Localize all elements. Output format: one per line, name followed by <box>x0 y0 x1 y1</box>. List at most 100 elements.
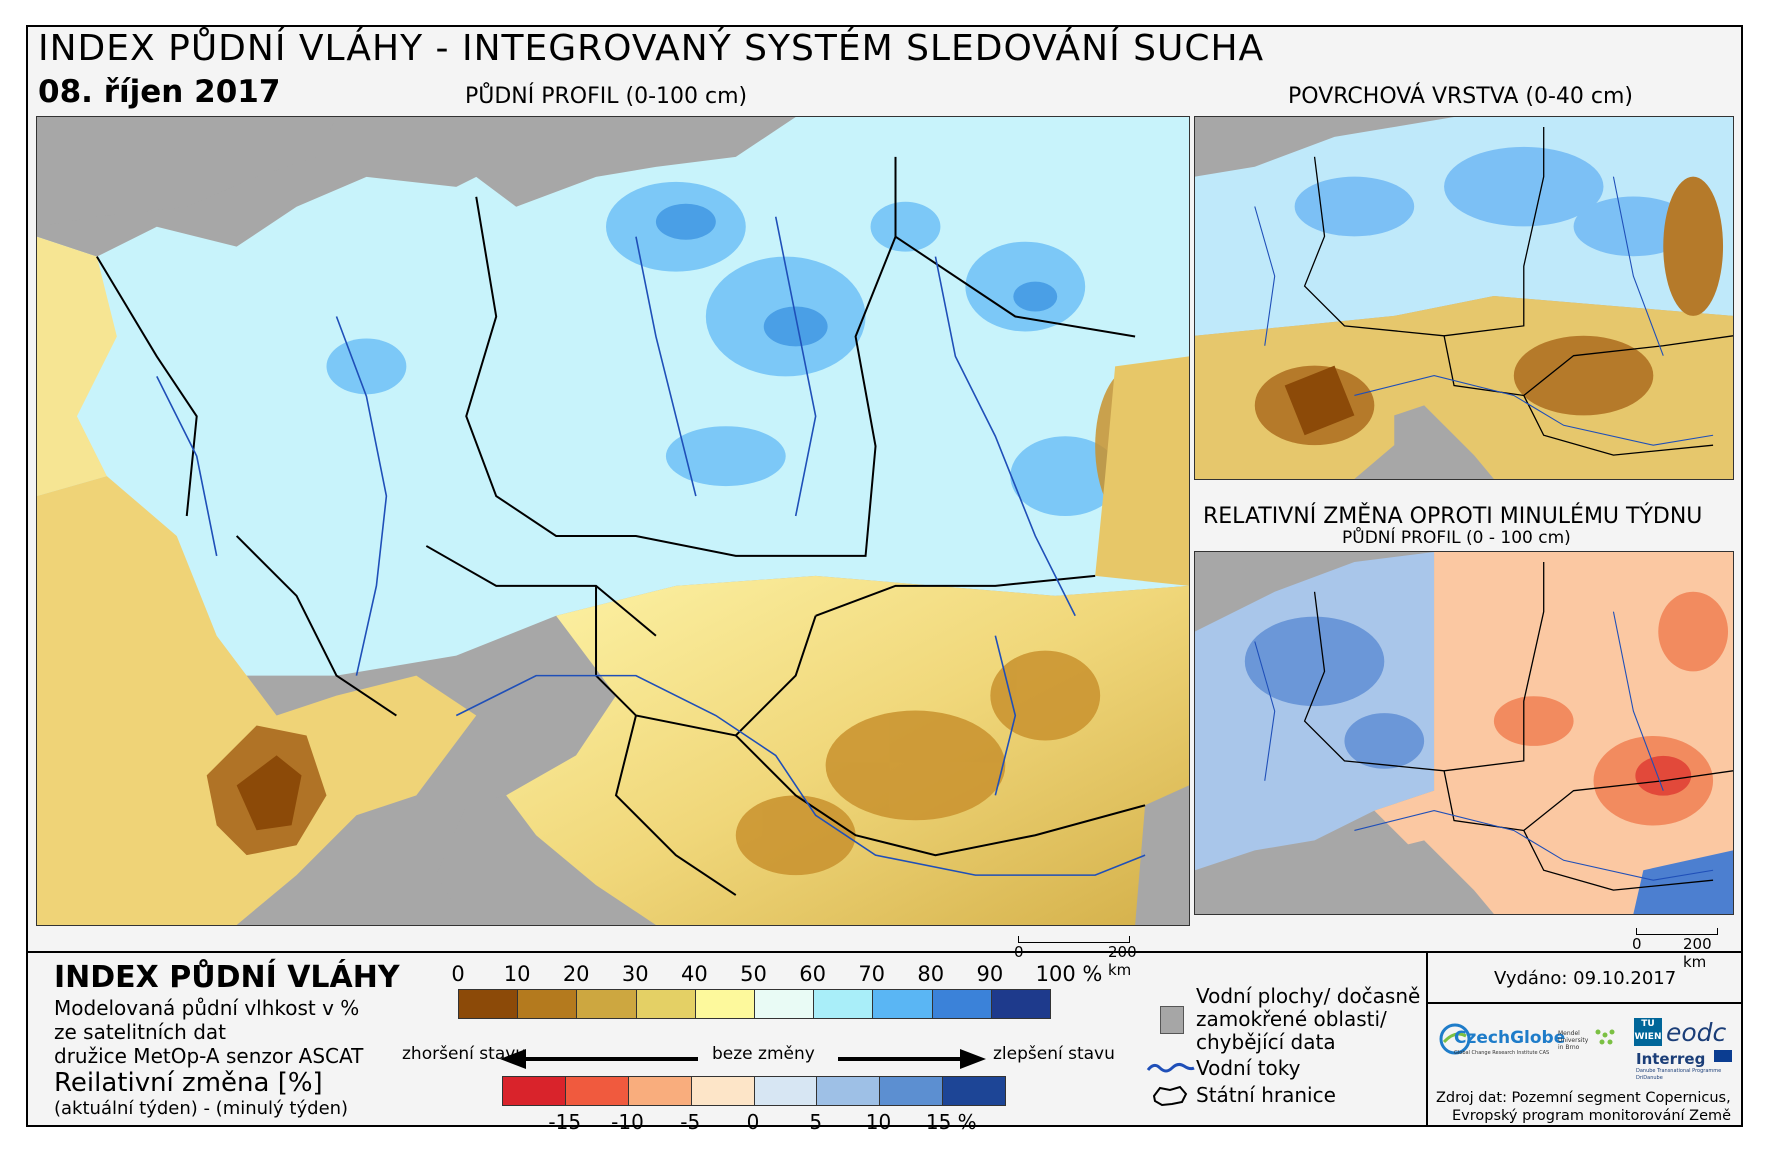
change-swatch-3 <box>691 1077 755 1105</box>
index-swatch-0 <box>459 990 519 1018</box>
mendel-university-name: Mendel University in Brno <box>1558 1030 1589 1051</box>
index-swatch-2 <box>577 990 637 1018</box>
index-tick-7: 70 <box>858 962 886 986</box>
missing-data-swatch <box>1160 1006 1184 1034</box>
index-swatch-8 <box>932 990 992 1018</box>
arrow-right-head <box>960 1049 986 1069</box>
index-tick-6: 60 <box>799 962 826 986</box>
side-scalebar-start: 0 <box>1632 935 1642 953</box>
border-symbol-icon <box>1152 1085 1188 1107</box>
index-swatch-7 <box>873 990 933 1018</box>
czechglobe-name: CzechGlobe <box>1454 1028 1566 1048</box>
surface-map-svg <box>1195 117 1733 479</box>
change-strong-worsening <box>1635 755 1692 796</box>
arrow-left-label: zhoršení stavu <box>402 1044 527 1064</box>
rivers <box>156 216 1146 876</box>
change-tick-6: 15 % <box>925 1110 977 1134</box>
water-label-3: chybějící data <box>1196 1030 1336 1054</box>
partner-logos: CzechGlobe Global Change Research Instit… <box>1438 1018 1738 1082</box>
index-swatch-9 <box>991 990 1051 1018</box>
very-wet-patches <box>655 203 1058 347</box>
index-tick-9: 90 <box>976 962 1004 986</box>
relative-change-map[interactable] <box>1194 551 1734 915</box>
change-tick-5: 10 <box>865 1110 892 1134</box>
main-soil-moisture-map[interactable] <box>36 116 1190 926</box>
index-swatch-1 <box>518 990 578 1018</box>
dridanube-label: DriDanube <box>1636 1075 1663 1081</box>
arrow-right-label: zlepšení stavu <box>993 1044 1115 1064</box>
surface-alps-brown <box>1284 365 1355 436</box>
land-west-dry <box>37 236 117 497</box>
land-southwest <box>37 476 477 925</box>
arrow-mid-label: beze změny <box>712 1044 815 1064</box>
legend-vertical-divider <box>1426 951 1428 1127</box>
change-borders <box>1303 561 1733 891</box>
surface-borders <box>1303 126 1733 456</box>
surface-rivers <box>1254 176 1714 446</box>
main-map-caption: PŮDNÍ PROFIL (0-100 cm) <box>465 84 748 109</box>
change-swatch-0 <box>503 1077 566 1105</box>
change-swatch-1 <box>565 1077 629 1105</box>
water-label-2: zamokřené oblasti/ <box>1196 1007 1387 1031</box>
change-arrows <box>500 1049 986 1069</box>
legend-change-desc: (aktuální týden) - (minulý týden) <box>54 1098 349 1119</box>
change-improved-patches <box>1244 616 1425 769</box>
legend-desc-1: Modelovaná půdní vlhkost v % <box>54 996 360 1020</box>
index-tick-0: 0 <box>451 962 465 986</box>
source-line-2: Evropský program monitorování Země <box>1452 1108 1732 1124</box>
change-tick-1: -10 <box>611 1110 644 1134</box>
legend-desc-3: družice MetOp-A senzor ASCAT <box>54 1044 364 1068</box>
baltic-sea <box>456 117 796 207</box>
change-tick-2: -5 <box>680 1110 701 1134</box>
czechglobe-subtitle: Global Change Research Institute CAS <box>1454 1050 1550 1056</box>
surface-adriatic <box>1394 405 1494 479</box>
change-swatch-6 <box>880 1077 944 1105</box>
side-scalebar: 0 200 km <box>1628 928 1728 971</box>
index-tick-1: 10 <box>503 962 531 986</box>
index-tick-5: 50 <box>740 962 767 986</box>
east-dry-strip <box>1095 356 1189 586</box>
land-north <box>37 117 1189 676</box>
change-color-bar <box>502 1076 1006 1106</box>
change-adriatic <box>1384 840 1494 914</box>
change-swatch-4 <box>754 1077 818 1105</box>
change-map-subcaption: PŮDNÍ PROFIL (0 - 100 cm) <box>1342 528 1571 548</box>
interreg-logo: Interreg <box>1636 1050 1706 1068</box>
borders-label: Státní hranice <box>1196 1083 1336 1107</box>
map-date: 08. říjen 2017 <box>38 74 281 110</box>
change-map-svg <box>1195 552 1733 914</box>
index-tick-2: 20 <box>562 962 590 986</box>
index-swatch-6 <box>814 990 874 1018</box>
surface-map-caption: POVRCHOVÁ VRSTVA (0-40 cm) <box>1288 84 1633 109</box>
legend-issued-divider <box>1426 1002 1743 1004</box>
eu-flag-icon <box>1714 1050 1732 1062</box>
index-swatch-4 <box>695 990 756 1018</box>
state-borders <box>96 156 1146 896</box>
surface-layer-map[interactable] <box>1194 116 1734 480</box>
change-tick-4: 5 <box>809 1110 823 1134</box>
change-southeast-blue <box>1633 850 1733 914</box>
eodc-logo: eodc <box>1666 1018 1727 1047</box>
change-swatch-2 <box>628 1077 692 1105</box>
index-tick-4: 40 <box>681 962 708 986</box>
index-tick-8: 80 <box>917 962 945 986</box>
main-map-svg <box>37 117 1189 925</box>
north-sea <box>37 117 337 227</box>
index-tick-10: 100 % <box>1035 962 1103 986</box>
alps-very-dry <box>236 755 302 831</box>
index-swatch-5 <box>755 990 815 1018</box>
change-rivers <box>1254 611 1714 881</box>
change-land-west-blue <box>1195 552 1435 871</box>
page-title: INDEX PŮDNÍ VLÁHY - INTEGROVANÝ SYSTÉM S… <box>38 28 1265 69</box>
adriatic-sea <box>436 795 656 925</box>
change-swatch-5 <box>817 1077 881 1105</box>
main-scalebar: 0 200 km <box>1010 936 1137 979</box>
change-swatch-7 <box>943 1077 1005 1105</box>
source-line-1: Zdroj dat: Pozemní segment Copernicus, <box>1436 1090 1731 1106</box>
issued-date: Vydáno: 09.10.2017 <box>1494 968 1677 989</box>
legend-change-title: Reilativní změna [%] <box>54 1068 323 1098</box>
surface-wet-patches <box>1294 146 1694 257</box>
rivers-label: Vodní toky <box>1196 1056 1301 1080</box>
czechglobe-logo-icon <box>1439 1023 1471 1055</box>
index-color-bar <box>458 989 1051 1019</box>
